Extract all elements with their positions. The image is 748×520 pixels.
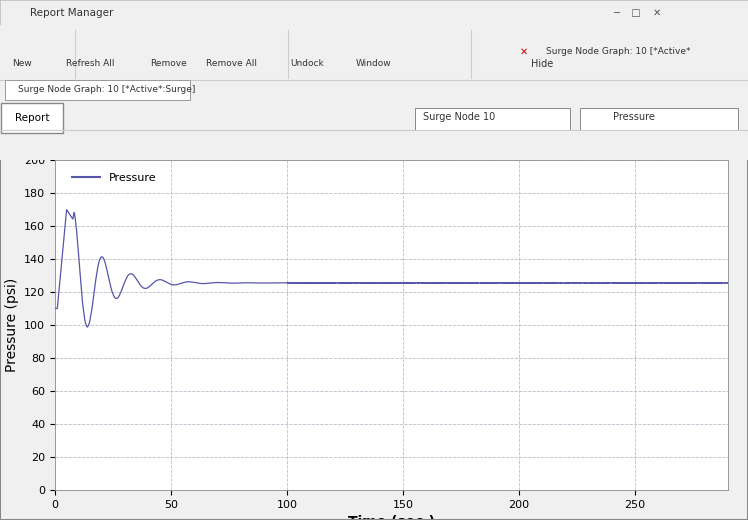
Title: Surge Node 10: Surge Node 10 <box>310 134 473 153</box>
Text: ─    □    ✕: ─ □ ✕ <box>613 8 662 18</box>
Text: Undock: Undock <box>289 59 324 69</box>
X-axis label: Time (sec.): Time (sec.) <box>348 515 435 520</box>
Text: ✕: ✕ <box>520 47 528 57</box>
Y-axis label: Pressure (psi): Pressure (psi) <box>4 278 19 372</box>
Text: Surge Node Graph: 10 [*Active*: Surge Node Graph: 10 [*Active* <box>546 47 690 57</box>
Text: Surge Node 10: Surge Node 10 <box>423 112 495 122</box>
Text: Surge Node Graph: 10 [*Active*:Surge]: Surge Node Graph: 10 [*Active*:Surge] <box>18 85 195 95</box>
Text: New: New <box>13 59 32 69</box>
Text: Hide: Hide <box>531 59 554 69</box>
Text: Refresh All: Refresh All <box>66 59 114 69</box>
Text: Remove All: Remove All <box>206 59 257 69</box>
Legend: Pressure: Pressure <box>67 169 161 188</box>
Text: Pressure: Pressure <box>613 112 655 122</box>
Text: Report Manager: Report Manager <box>30 8 113 18</box>
Text: Window: Window <box>356 59 392 69</box>
Text: Report: Report <box>15 113 49 123</box>
Text: Remove: Remove <box>150 59 187 69</box>
